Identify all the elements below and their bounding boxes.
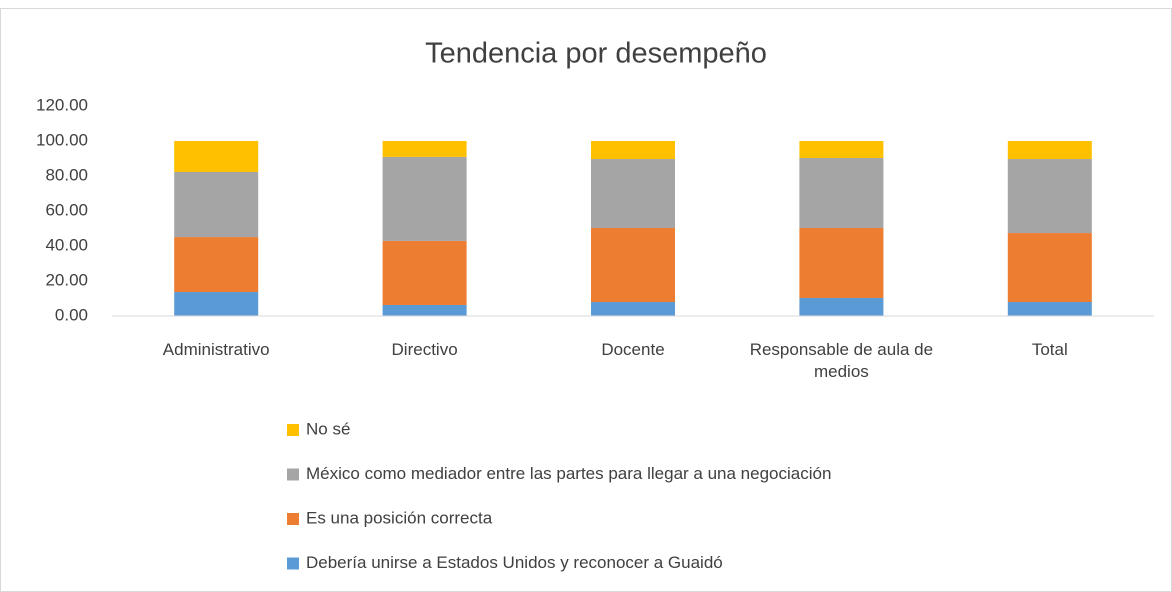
x-tick-label: Administrativo [162, 340, 270, 359]
bar-segment [382, 304, 467, 316]
legend-swatch [287, 424, 299, 436]
bar-segment [591, 141, 675, 160]
bar-segment [799, 297, 884, 316]
bar-segment [382, 156, 467, 241]
bar-segment [174, 171, 259, 238]
bar-segment [591, 227, 675, 302]
bar-segment [799, 141, 884, 158]
bar-segment [1007, 233, 1092, 302]
x-tick-label: Total [1031, 340, 1068, 359]
x-tick-label: Responsable de aula de medios [749, 340, 934, 381]
legend-label: Debería unirse a Estados Unidos y recono… [306, 553, 723, 572]
y-tick-label: 120.00 [36, 95, 88, 114]
bar-segment [1007, 159, 1092, 234]
bar-segment [382, 141, 467, 157]
x-tick-label: Docente [601, 340, 665, 359]
bar-segment [799, 157, 884, 228]
bar-segment [1007, 141, 1092, 160]
x-tick-label: Directivo [391, 340, 458, 359]
legend-swatch [287, 513, 299, 525]
y-tick-label: 100.00 [36, 130, 88, 149]
bar-segment [1007, 302, 1092, 316]
chart-title: Tendencia por desempeño [425, 38, 767, 70]
bar-segment [591, 159, 675, 228]
legend-swatch [287, 557, 299, 570]
bar-segment [591, 302, 675, 316]
y-tick-label: 20.00 [45, 270, 88, 289]
legend-label: México como mediador entre las partes pa… [306, 464, 831, 483]
legend-swatch [287, 468, 299, 481]
bar-segment [174, 237, 259, 293]
y-tick-label: 40.00 [45, 235, 88, 254]
bar-segment [799, 227, 884, 298]
legend-label: No sé [306, 419, 350, 438]
bar-segment [174, 141, 259, 172]
bar-segment [174, 292, 259, 316]
y-tick-label: 0.00 [55, 305, 88, 324]
y-tick-label: 60.00 [45, 200, 88, 219]
legend-label: Es una posición correcta [306, 508, 493, 527]
y-tick-label: 80.00 [45, 165, 88, 184]
bar-segment [382, 240, 467, 305]
